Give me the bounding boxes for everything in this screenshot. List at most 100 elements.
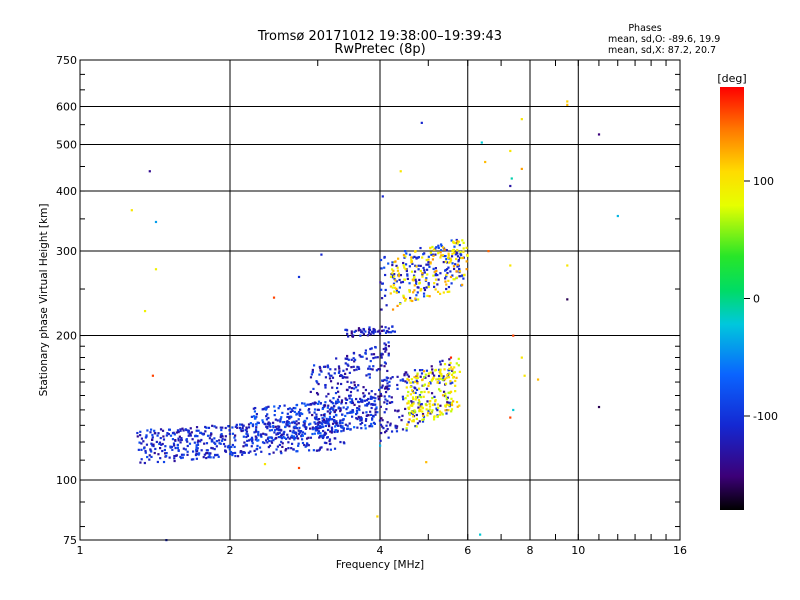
data-point — [384, 331, 388, 334]
data-point — [204, 425, 207, 429]
y-tick-label: 200 — [56, 330, 77, 343]
data-point — [393, 330, 397, 333]
data-point — [385, 348, 388, 351]
data-point — [215, 440, 218, 443]
data-point — [351, 400, 354, 403]
data-point — [303, 423, 306, 426]
data-point — [417, 398, 421, 402]
data-point — [378, 419, 382, 422]
data-point — [190, 458, 194, 461]
data-point — [279, 428, 282, 431]
data-point — [346, 332, 349, 335]
data-point — [370, 353, 373, 356]
data-point — [228, 428, 231, 432]
data-point — [443, 378, 447, 381]
data-point — [320, 434, 324, 438]
data-point — [387, 352, 390, 355]
data-point — [330, 426, 333, 429]
data-point — [213, 448, 216, 451]
data-point — [267, 436, 270, 439]
data-point — [381, 329, 384, 332]
data-point — [371, 403, 375, 406]
data-point — [370, 422, 373, 426]
data-point — [382, 329, 385, 332]
data-point — [434, 288, 437, 291]
x-tick-label: 2 — [227, 544, 234, 557]
data-point — [299, 430, 303, 433]
data-point — [380, 356, 383, 359]
data-point — [384, 273, 387, 277]
data-point — [144, 451, 147, 454]
data-point — [406, 377, 409, 381]
data-point — [419, 289, 422, 292]
data-point — [130, 209, 133, 212]
data-point — [364, 349, 368, 352]
data-point — [353, 330, 356, 334]
data-point — [425, 387, 429, 390]
data-point — [245, 444, 249, 447]
data-point — [404, 298, 407, 301]
data-point — [415, 280, 418, 283]
data-point — [174, 446, 177, 450]
data-point — [447, 409, 450, 412]
data-point — [335, 386, 339, 390]
data-point — [421, 275, 424, 278]
data-point — [245, 426, 248, 429]
data-point — [356, 389, 359, 392]
data-point — [463, 274, 466, 277]
data-point — [441, 246, 445, 249]
data-point — [252, 415, 256, 418]
data-point — [411, 262, 414, 265]
data-point — [362, 386, 365, 389]
data-point — [247, 423, 251, 426]
data-point — [340, 400, 343, 404]
data-point — [252, 407, 255, 410]
data-point — [392, 269, 395, 272]
data-point — [378, 388, 381, 392]
data-point — [429, 371, 432, 374]
data-point — [353, 360, 356, 363]
data-point — [161, 442, 164, 446]
data-point — [449, 257, 452, 260]
data-point — [364, 352, 367, 355]
data-point — [199, 440, 202, 443]
data-point — [413, 380, 416, 383]
data-point — [373, 403, 376, 406]
data-point — [189, 427, 192, 430]
data-point — [333, 419, 336, 422]
data-point — [418, 369, 422, 372]
data-point — [452, 376, 455, 379]
data-point — [438, 374, 441, 378]
data-point — [399, 379, 402, 382]
data-point — [380, 297, 384, 300]
data-point — [355, 417, 358, 420]
data-point — [367, 331, 371, 334]
data-point — [304, 426, 307, 429]
data-point — [254, 438, 257, 441]
data-point — [455, 276, 458, 279]
data-point — [444, 392, 447, 395]
data-point — [308, 423, 311, 426]
data-point — [176, 443, 180, 447]
data-point — [307, 444, 310, 447]
data-point — [387, 436, 390, 439]
data-point — [458, 270, 462, 273]
data-point — [458, 370, 461, 373]
data-point — [348, 386, 351, 389]
data-point — [139, 434, 142, 437]
data-point — [327, 404, 330, 407]
data-point — [410, 378, 413, 381]
data-point — [224, 445, 227, 448]
data-point — [427, 261, 430, 264]
data-point — [452, 241, 455, 244]
data-point — [172, 442, 176, 445]
data-point — [212, 456, 215, 459]
data-point — [428, 408, 431, 411]
data-point — [450, 255, 454, 258]
data-point — [337, 365, 341, 368]
data-point — [376, 411, 379, 414]
data-point — [379, 258, 383, 262]
data-point — [157, 453, 160, 456]
data-point — [440, 244, 443, 248]
data-point — [177, 449, 180, 452]
